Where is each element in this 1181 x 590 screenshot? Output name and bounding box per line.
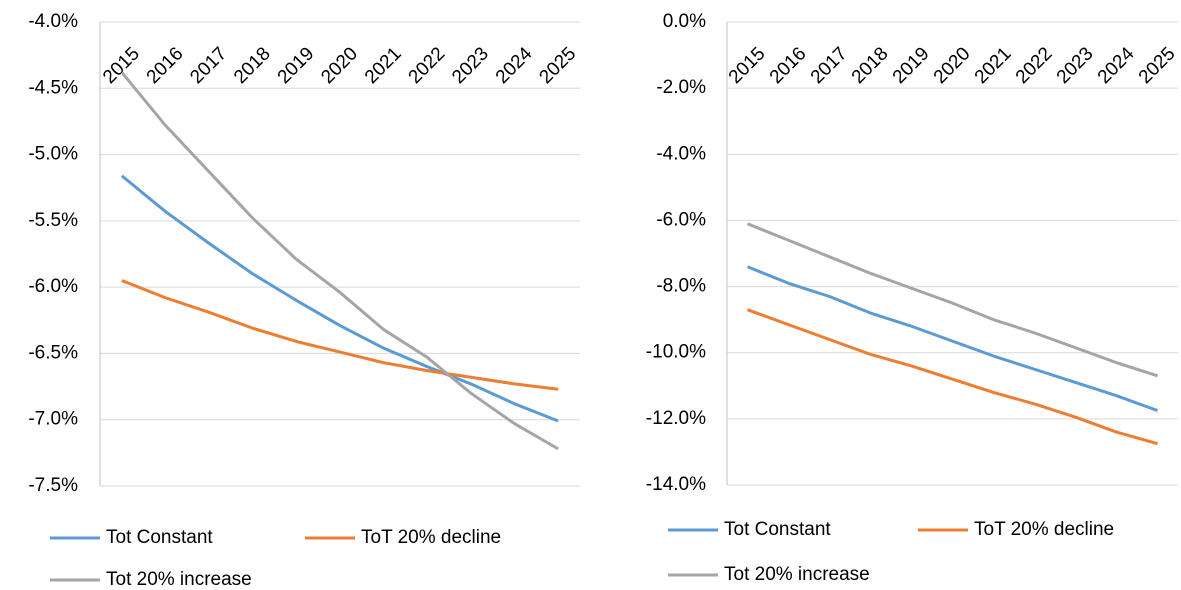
series-line [746,222,1158,378]
legend-label: Tot 20% increase [106,569,252,590]
x-tick-label: 2024 [492,43,537,88]
x-tick-label: 2019 [889,43,934,88]
x-tick-label: 2025 [535,43,580,88]
series-line [120,71,559,451]
x-tick-label: 2020 [930,43,975,88]
series-line [746,308,1158,446]
x-tick-label: 2018 [848,43,893,88]
y-tick-label: -6.5% [28,342,78,363]
series-line [746,265,1159,412]
x-tick-label: 2018 [230,43,275,88]
y-tick-label: 0.0% [663,11,706,32]
y-tick-label: -5.5% [28,210,78,231]
y-tick-label: -5.0% [28,144,78,165]
series-line [120,174,559,423]
y-tick-label: -6.0% [28,276,78,297]
y-tick-label: -14.0% [646,474,706,495]
x-tick-label: 2019 [274,43,319,88]
y-tick-label: -4.0% [28,11,78,32]
x-tick-label: 2022 [1012,43,1057,88]
legend-label: ToT 20% decline [361,527,501,548]
y-tick-label: -6.0% [656,209,706,230]
x-tick-label: 2023 [448,43,493,88]
x-tick-label: 2024 [1094,43,1139,88]
legend-label: Tot 20% increase [724,564,870,585]
x-tick-label: 2016 [143,43,188,88]
series-line [121,279,559,391]
legend-label: Tot Constant [106,527,213,548]
x-tick-label: 2025 [1135,43,1180,88]
y-tick-label: -12.0% [646,408,706,429]
x-tick-label: 2015 [725,43,770,88]
x-tick-label: 2022 [405,43,450,88]
y-tick-label: -7.5% [28,475,78,496]
legend-label: ToT 20% decline [974,519,1114,540]
x-tick-label: 2021 [971,43,1016,88]
y-tick-label: -2.0% [656,77,706,98]
y-tick-label: -4.0% [656,143,706,164]
x-tick-label: 2021 [361,43,406,88]
legend-label: Tot Constant [724,519,831,540]
y-tick-label: -4.5% [28,77,78,98]
y-tick-label: -8.0% [656,276,706,297]
x-tick-label: 2020 [317,43,362,88]
x-tick-label: 2017 [186,43,231,88]
y-tick-label: -7.0% [28,409,78,430]
x-tick-label: 2017 [807,43,852,88]
x-tick-label: 2023 [1053,43,1098,88]
y-tick-label: -10.0% [646,342,706,363]
x-tick-label: 2016 [766,43,811,88]
x-tick-label: 2015 [99,43,144,88]
